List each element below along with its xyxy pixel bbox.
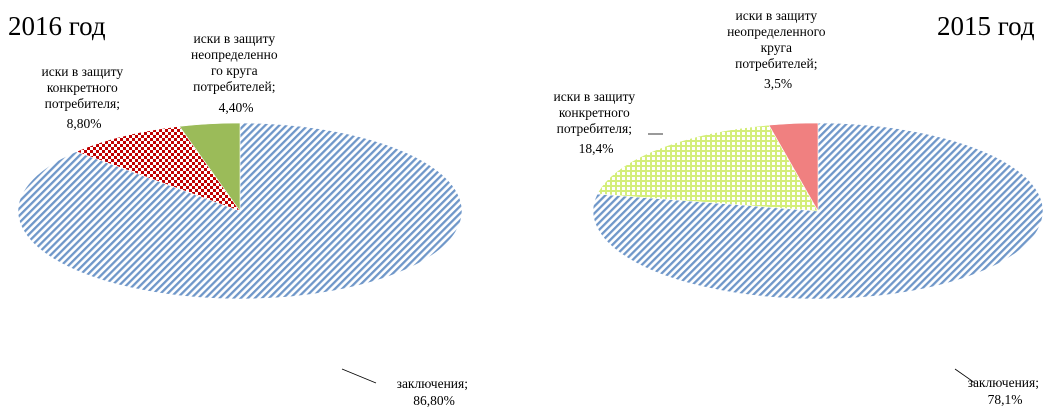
pie-slice-2016-2 xyxy=(178,122,241,212)
pie-2016-slices xyxy=(17,122,463,300)
leader-lines-2015 xyxy=(648,133,976,384)
leader-line-2015-s0 xyxy=(954,368,976,384)
data-label-2015-s2: иски в защиту неопределенного круга потр… xyxy=(727,8,829,91)
leader-line-2016-s0 xyxy=(341,368,377,384)
pie-chart-2016: 2016 год заключения; 86,80% иски в защит… xyxy=(8,11,472,408)
pie-slice-2015-1 xyxy=(596,124,819,212)
data-label-2016-s0: заключения; 86,80% xyxy=(397,376,472,408)
pie-slice-2015-2 xyxy=(768,122,819,213)
data-label-2016-s1: иски в защиту конкретного потребителя; 8… xyxy=(42,64,127,131)
data-label-2016-s2: иски в защиту неопределенно го круга пот… xyxy=(191,31,281,115)
data-label-2015-s0: заключения; 78,1% xyxy=(968,375,1043,407)
data-label-2015-s1: иски в защиту конкретного потребителя; 1… xyxy=(554,89,639,156)
chart-title-2016: 2016 год xyxy=(8,11,106,41)
pie-chart-2015: 2015 год заключения; 78,1% иски в защиту… xyxy=(554,8,1044,407)
leader-lines-2016 xyxy=(341,368,377,384)
chart-title-2015: 2015 год xyxy=(937,11,1035,41)
pie-2015-slices xyxy=(592,122,1044,300)
pie-slice-2016-1 xyxy=(75,126,241,212)
